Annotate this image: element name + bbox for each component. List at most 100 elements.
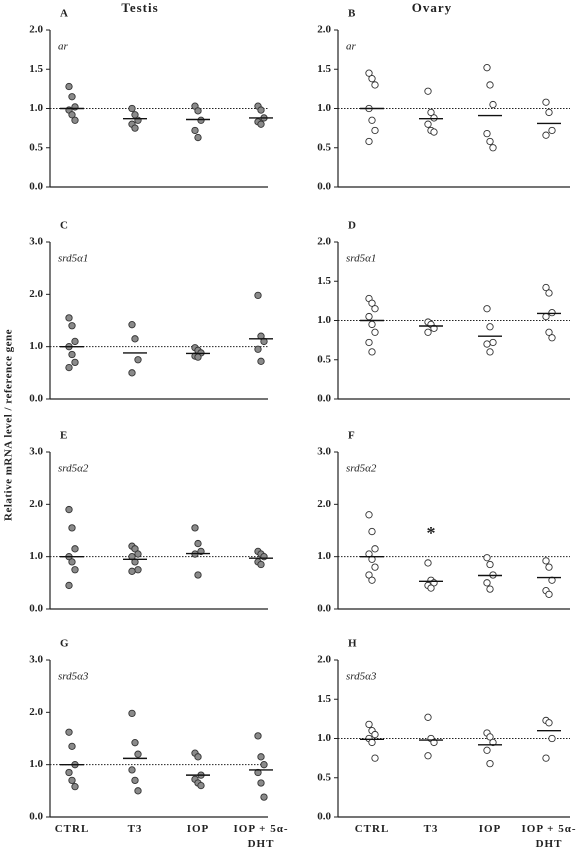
data-point — [424, 120, 432, 128]
data-point — [542, 754, 550, 762]
y-tick-label: 2.0 — [317, 236, 331, 248]
data-point — [486, 733, 494, 741]
data-point — [131, 335, 139, 343]
data-point — [68, 524, 76, 532]
y-tick-label: 1.0 — [317, 550, 331, 562]
panel-letter: H — [348, 638, 357, 650]
data-point — [483, 340, 491, 348]
y-tick-label: 2.0 — [317, 654, 331, 666]
data-point — [365, 312, 373, 321]
data-point — [68, 742, 76, 750]
panel-letter: C — [60, 220, 68, 232]
data-point — [254, 291, 262, 300]
data-point — [545, 289, 553, 297]
data-point — [194, 107, 202, 115]
data-point — [489, 738, 497, 747]
data-point — [194, 353, 202, 361]
data-point — [71, 358, 79, 367]
x-tick-label: CTRL — [54, 823, 90, 835]
data-point — [486, 81, 494, 89]
data-point — [486, 560, 494, 569]
data-point — [430, 738, 438, 747]
data-point — [365, 511, 373, 519]
column-title: Testis — [121, 0, 158, 15]
y-tick-label: 0.0 — [29, 393, 43, 405]
data-point — [368, 527, 376, 536]
data-point — [257, 120, 265, 128]
data-point — [424, 752, 432, 760]
y-tick-label: 2.0 — [317, 498, 331, 510]
data-point — [483, 129, 491, 138]
data-point — [128, 709, 136, 718]
data-point — [191, 126, 199, 135]
data-point — [483, 746, 491, 754]
data-point — [368, 576, 376, 584]
gene-label: srd5α3 — [346, 671, 377, 683]
y-tick-label: 1.0 — [29, 102, 43, 114]
data-point — [254, 732, 262, 740]
data-point — [257, 106, 265, 114]
y-tick-label: 1.0 — [29, 550, 43, 562]
data-point — [548, 308, 556, 317]
data-point — [194, 539, 202, 548]
data-point — [371, 126, 379, 135]
y-tick-label: 1.0 — [29, 758, 43, 770]
gene-label: srd5α1 — [58, 253, 88, 265]
x-tick-label: T3 — [127, 823, 143, 835]
data-point — [545, 328, 553, 336]
column-title: Ovary — [412, 0, 452, 15]
data-point — [65, 505, 73, 514]
data-point — [68, 322, 76, 330]
data-point — [68, 93, 76, 101]
y-tick-label: 0.0 — [29, 181, 43, 193]
data-point — [65, 728, 73, 736]
data-point — [68, 111, 76, 119]
y-tick-label: 2.0 — [29, 498, 43, 510]
gene-label: srd5α3 — [58, 671, 89, 683]
data-point — [368, 738, 376, 747]
data-point — [483, 64, 491, 72]
data-point — [71, 116, 79, 124]
y-tick-label: 0.5 — [317, 141, 331, 153]
y-tick-label: 0.0 — [317, 181, 331, 193]
panel-letter: G — [60, 638, 69, 650]
data-point — [427, 108, 435, 117]
data-point — [483, 579, 491, 587]
y-tick-label: 0.5 — [317, 353, 331, 365]
gene-label: ar — [346, 41, 357, 53]
data-point — [371, 563, 379, 571]
data-point — [131, 776, 139, 785]
data-point — [134, 750, 142, 758]
panel-letter: D — [348, 220, 356, 232]
data-point — [197, 116, 205, 124]
y-tick-label: 1.5 — [29, 63, 43, 75]
gene-label: srd5α1 — [346, 253, 376, 265]
y-tick-label: 3.0 — [29, 236, 43, 248]
y-tick-label: 2.0 — [317, 24, 331, 36]
data-point — [430, 324, 438, 332]
data-point — [542, 98, 550, 106]
gene-label: srd5α2 — [58, 463, 89, 475]
data-point — [548, 126, 556, 135]
data-point — [483, 554, 491, 562]
data-point — [548, 334, 556, 342]
data-point — [542, 283, 550, 292]
data-point — [545, 563, 553, 571]
y-tick-label: 1.0 — [29, 340, 43, 352]
y-tick-label: 1.0 — [317, 314, 331, 326]
data-point — [371, 545, 379, 553]
data-point — [194, 133, 202, 142]
data-point — [545, 590, 553, 598]
x-tick-label: T3 — [423, 823, 439, 835]
data-point — [134, 550, 142, 558]
data-point — [368, 348, 376, 356]
data-point — [371, 81, 379, 89]
y-tick-label: 0.5 — [317, 771, 331, 783]
panel-letter: B — [348, 8, 356, 20]
data-point — [368, 299, 376, 307]
data-point — [194, 753, 202, 761]
panel-letter: F — [348, 430, 355, 442]
data-point — [131, 111, 139, 119]
